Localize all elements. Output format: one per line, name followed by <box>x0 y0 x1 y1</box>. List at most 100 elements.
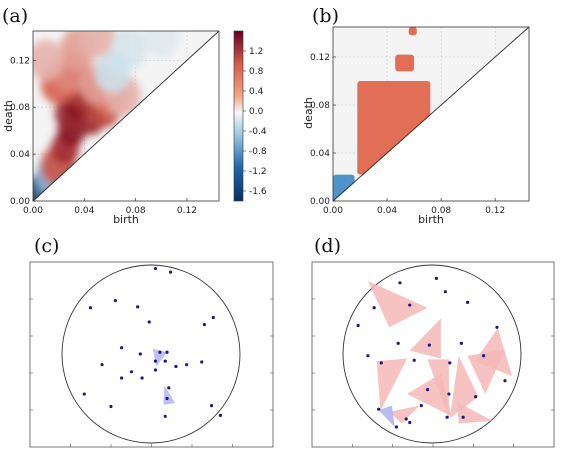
xlabel-b: birth <box>418 213 444 226</box>
tick-label-x: 0.12 <box>177 206 197 216</box>
tick-label-x: 0.12 <box>485 206 505 216</box>
data-point <box>165 396 169 401</box>
lower-triangle-mask-a <box>33 31 220 201</box>
data-point <box>445 415 449 419</box>
data-point <box>379 361 383 365</box>
colorbar-tick-label: 1.2 <box>249 47 263 57</box>
ticks-a: 0.00 0.04 0.08 0.12 0.00 0.04 0.08 0.12 <box>10 56 197 216</box>
frame-c <box>29 261 274 448</box>
data-point <box>425 388 430 392</box>
data-point <box>163 359 167 363</box>
points-d <box>356 276 507 429</box>
significant-region-positive <box>408 27 417 36</box>
data-point <box>136 305 140 309</box>
colorbar-ticks: 1.2 0.8 0.4 0.0 -0.4 -0.8 -1.2 -1.6 <box>243 47 267 197</box>
data-point <box>396 341 400 345</box>
panel-label-b: (b) <box>312 5 339 27</box>
data-point <box>153 266 158 271</box>
data-point <box>88 306 93 310</box>
simplex-triangle <box>407 373 452 417</box>
data-point <box>147 320 151 324</box>
tick-label-y: 0.08 <box>10 103 30 113</box>
panel-c-point-cloud <box>29 261 274 448</box>
data-point <box>168 270 173 274</box>
data-point <box>377 407 381 411</box>
tick-label-y: 0.08 <box>310 101 330 111</box>
data-point <box>82 392 86 396</box>
colorbar-tick-label: -1.2 <box>249 167 267 177</box>
data-point <box>408 420 412 425</box>
data-point <box>459 341 463 345</box>
tick-label-x: 0.08 <box>431 206 451 216</box>
boundary-circle-d <box>342 264 522 444</box>
data-point <box>482 354 486 358</box>
colorbar-tick-label: -0.4 <box>249 127 267 137</box>
panel-b-significance-map: 0.00 0.04 0.08 0.12 0.00 0.04 0.08 0.12 birth d… <box>302 26 530 226</box>
colorbar-tick-label: 0.8 <box>249 67 264 77</box>
heatmap-blob <box>94 51 131 93</box>
data-point <box>129 370 134 374</box>
data-point <box>153 359 158 363</box>
data-point <box>174 364 178 369</box>
panel-a-persistence-diagram: 0.00 0.04 0.08 0.12 0.00 0.04 0.08 0.12 birth d… <box>2 30 267 226</box>
panel-label-d: (d) <box>314 235 341 257</box>
data-point <box>165 350 169 354</box>
data-point <box>113 299 117 303</box>
boundary-circle-c <box>61 264 241 444</box>
data-point <box>447 392 451 396</box>
data-point <box>140 376 144 380</box>
data-point <box>427 343 431 347</box>
lower-triangle-mask-b <box>333 27 530 201</box>
data-point <box>366 354 370 358</box>
axes-frame-a <box>32 30 220 202</box>
tick-label-y: 0.00 <box>10 197 30 207</box>
diagonal-line-b <box>332 26 530 202</box>
data-point <box>185 363 189 367</box>
colorbar <box>233 30 244 202</box>
simplex-triangle <box>474 328 513 377</box>
diagonal-line-a <box>32 30 220 202</box>
significant-region-positive <box>395 54 415 72</box>
ylabel-b: death <box>302 97 315 129</box>
heatmap-blob <box>79 31 116 58</box>
data-point <box>109 404 113 409</box>
data-point <box>443 290 447 294</box>
data-point <box>153 368 158 372</box>
tick-label-x: 0.00 <box>23 206 43 216</box>
tick-label-x: 0.04 <box>74 206 94 216</box>
simplex-triangle <box>409 318 441 359</box>
data-point <box>163 414 167 418</box>
data-point <box>120 346 124 350</box>
colorbar-tick-label: 0.4 <box>249 87 264 97</box>
simplex-triangle <box>456 402 493 424</box>
colorbar-tick-label: 0.0 <box>249 107 264 117</box>
simplex-triangle <box>449 355 479 419</box>
highlighted-triangle <box>378 405 395 427</box>
ylabel-a: death <box>2 100 15 132</box>
xlabel-a: birth <box>113 213 139 226</box>
tick-label-y: 0.00 <box>310 197 330 207</box>
data-point <box>202 323 206 327</box>
simplex-triangle <box>389 405 420 424</box>
data-point <box>461 415 465 419</box>
simplex-triangle <box>376 358 408 411</box>
data-point <box>394 425 398 429</box>
tick-label-y: 0.04 <box>310 149 330 159</box>
data-point <box>434 276 439 280</box>
data-point <box>211 315 215 320</box>
points-c <box>82 266 223 418</box>
colorbar-tick-label: -0.8 <box>249 147 267 157</box>
data-point <box>408 303 412 307</box>
data-point <box>138 352 142 356</box>
colorbar-tick-label: -1.6 <box>249 187 267 197</box>
data-point <box>503 379 507 383</box>
tick-label-y: 0.12 <box>310 53 330 63</box>
simplex-triangle <box>367 281 428 328</box>
tick-label-y: 0.04 <box>10 150 30 160</box>
tick-label-x: 0.00 <box>323 206 343 216</box>
heatmap-blob <box>33 39 64 81</box>
data-point <box>466 300 470 304</box>
panel-label-a: (a) <box>2 5 28 27</box>
frame-ticks-c <box>30 298 273 447</box>
